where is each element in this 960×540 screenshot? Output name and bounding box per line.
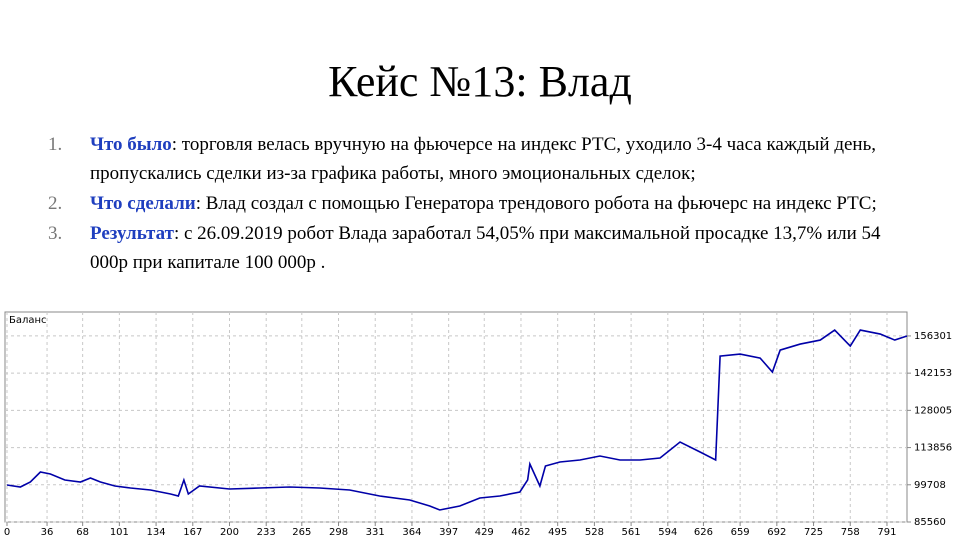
x-tick-label: 626 bbox=[694, 527, 713, 538]
y-tick-label: 99708 bbox=[914, 480, 946, 491]
x-tick-label: 36 bbox=[41, 527, 54, 538]
item-number: 2. bbox=[48, 193, 63, 214]
x-tick-label: 101 bbox=[110, 527, 129, 538]
x-tick-label: 397 bbox=[439, 527, 458, 538]
y-tick-label: 128005 bbox=[914, 405, 952, 416]
chart-title: Баланс bbox=[9, 315, 47, 326]
x-tick-label: 134 bbox=[147, 527, 166, 538]
item-number: 1. bbox=[48, 134, 63, 155]
x-tick-label: 167 bbox=[183, 527, 202, 538]
x-tick-label: 692 bbox=[767, 527, 786, 538]
x-tick-label: 265 bbox=[292, 527, 311, 538]
x-tick-label: 594 bbox=[658, 527, 677, 538]
item-text: : с 26.09.2019 робот Влада заработал 54,… bbox=[90, 223, 881, 273]
x-tick-label: 200 bbox=[220, 527, 239, 538]
list-item: 1. Что было: торговля велась вручную на ф… bbox=[48, 130, 908, 188]
x-tick-label: 528 bbox=[585, 527, 604, 538]
item-label: Что было bbox=[90, 134, 172, 155]
balance-line bbox=[6, 329, 908, 511]
y-tick-label: 113856 bbox=[914, 443, 952, 454]
item-text: : Влад создал с помощью Генератора тренд… bbox=[195, 193, 877, 214]
item-body: Что сделали: Влад создал с помощью Генер… bbox=[90, 189, 877, 218]
x-tick-label: 462 bbox=[511, 527, 530, 538]
x-tick-label: 659 bbox=[731, 527, 750, 538]
x-tick-label: 233 bbox=[257, 527, 276, 538]
item-body: Результат: с 26.09.2019 робот Влада зара… bbox=[90, 219, 908, 277]
x-tick-label: 429 bbox=[475, 527, 494, 538]
x-tick-label: 495 bbox=[548, 527, 567, 538]
list-item: 3. Результат: с 26.09.2019 робот Влада за… bbox=[48, 219, 908, 277]
y-tick-label: 85560 bbox=[914, 517, 946, 528]
x-tick-label: 331 bbox=[366, 527, 385, 538]
y-tick-label: 156301 bbox=[914, 331, 952, 342]
item-text: : торговля велась вручную на фьючерсе на… bbox=[90, 134, 877, 184]
x-tick-label: 791 bbox=[877, 527, 896, 538]
x-tick-label: 758 bbox=[841, 527, 860, 538]
x-tick-label: 0 bbox=[4, 527, 10, 538]
x-tick-label: 725 bbox=[804, 527, 823, 538]
list: 1. Что было: торговля велась вручную на ф… bbox=[48, 130, 908, 278]
x-tick-label: 298 bbox=[329, 527, 348, 538]
x-tick-label: 364 bbox=[402, 527, 421, 538]
item-label: Что сделали bbox=[90, 193, 196, 214]
item-body: Что было: торговля велась вручную на фью… bbox=[90, 130, 908, 188]
item-label: Результат bbox=[90, 223, 174, 244]
slide-title: Кейс №13: Влад bbox=[328, 57, 632, 106]
y-tick-label: 142153 bbox=[914, 368, 952, 379]
x-tick-label: 68 bbox=[76, 527, 89, 538]
x-tick-label: 561 bbox=[622, 527, 641, 538]
list-item: 2. Что сделали: Влад создал с помощью Ген… bbox=[48, 189, 908, 218]
item-number: 3. bbox=[48, 223, 63, 244]
plot-frame bbox=[4, 311, 908, 523]
